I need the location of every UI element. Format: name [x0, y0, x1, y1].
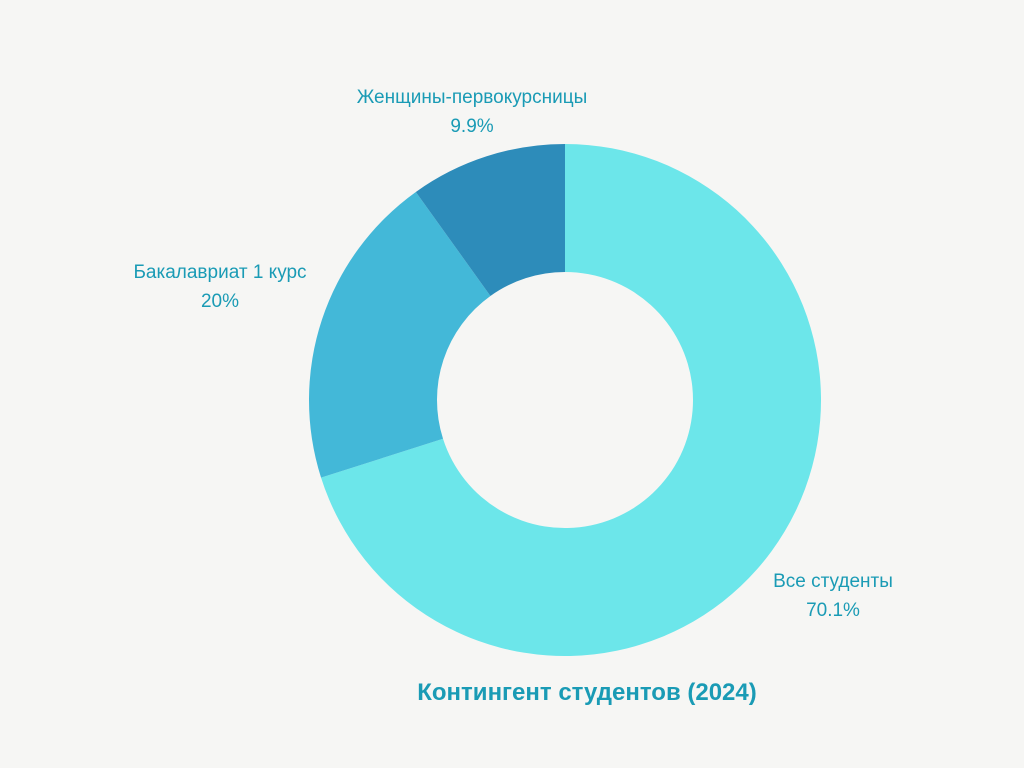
slices — [309, 144, 821, 656]
slice-label-2: Женщины-первокурсницы 9.9% — [357, 87, 588, 137]
slice-label-value: 9.9% — [450, 116, 493, 137]
slice-label-name: Бакалавриат 1 курс — [133, 262, 306, 283]
slice-label-value: 20% — [201, 291, 239, 312]
chart-title: Контингент студентов (2024) — [417, 679, 757, 706]
slice-label-value: 70.1% — [806, 600, 860, 621]
slice-label-name: Все студенты — [773, 571, 893, 592]
slice-label-name: Женщины-первокурсницы — [357, 87, 588, 108]
slice-0 — [321, 144, 821, 656]
slice-label-0: Все студенты 70.1% — [773, 571, 893, 621]
slice-label-1: Бакалавриат 1 курс 20% — [133, 262, 306, 312]
slice-1 — [309, 191, 491, 478]
slice-2 — [415, 144, 565, 296]
